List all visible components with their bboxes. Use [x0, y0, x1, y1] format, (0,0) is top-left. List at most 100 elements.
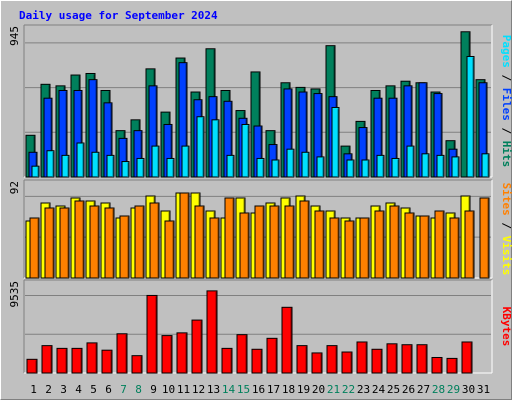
sites-bar — [29, 217, 40, 279]
pages-bar — [466, 55, 475, 178]
pages-bar — [361, 159, 370, 178]
sites-bar — [344, 220, 355, 279]
x-axis-label: 18 — [282, 383, 295, 396]
visits-ymax-label: 92 — [8, 181, 21, 194]
x-axis-label: 9 — [150, 383, 157, 396]
pages-bar — [46, 150, 55, 178]
x-axis-label: 14 — [222, 383, 236, 396]
kbytes-bar — [446, 357, 458, 374]
pages-bar — [166, 157, 175, 178]
hits-files-pages-legend-part-2: Files — [500, 88, 512, 121]
pages-bar — [211, 119, 220, 178]
pages-bar — [61, 154, 70, 178]
sites-bar — [314, 210, 325, 279]
sites-bar — [434, 210, 445, 279]
pages-bar — [301, 151, 310, 178]
kbytes-legend: KBytes — [500, 307, 512, 347]
pages-bar — [421, 153, 430, 178]
x-axis-label: 30 — [462, 383, 475, 396]
x-axis-label: 13 — [207, 383, 220, 396]
pages-bar — [76, 142, 85, 178]
visits-sites-legend-part-0: Sites — [500, 183, 512, 216]
sites-bar — [104, 207, 115, 279]
kbytes-bar — [326, 345, 338, 374]
kbytes-bar — [296, 345, 308, 374]
x-axis-label: 28 — [432, 383, 445, 396]
sites-bar — [74, 200, 85, 279]
x-axis-label: 31 — [477, 383, 490, 396]
x-axis-label: 1 — [30, 383, 37, 396]
hits-ymax-label: 945 — [8, 26, 21, 46]
sites-bar — [149, 202, 160, 279]
x-axis-label: 5 — [90, 383, 97, 396]
pages-bar — [346, 159, 355, 178]
sites-bar — [239, 212, 250, 279]
sites-bar — [224, 197, 235, 279]
kbytes-bar — [191, 319, 203, 374]
kbytes-bar — [131, 355, 143, 374]
sites-bar — [254, 205, 265, 279]
pages-bar — [481, 153, 490, 178]
x-axis-label: 21 — [327, 383, 340, 396]
sites-bar — [194, 205, 205, 279]
sites-bar — [179, 192, 190, 279]
x-axis-label: 8 — [135, 383, 142, 396]
sites-bar — [359, 217, 370, 279]
sites-bar — [449, 217, 460, 279]
sites-bar — [89, 205, 100, 279]
hits-files-pages-legend-part-4: Hits — [500, 141, 512, 168]
pages-bar — [391, 157, 400, 178]
hits-files-pages-legend-part-1: / — [500, 68, 512, 88]
x-axis-label: 17 — [267, 383, 280, 396]
pages-bar — [121, 161, 130, 178]
pages-bar — [376, 154, 385, 178]
kbytes-ymax-label: 9535 — [8, 281, 21, 308]
pages-bar — [436, 154, 445, 178]
pages-bar — [181, 145, 190, 178]
kbytes-bar — [236, 334, 248, 374]
pages-bar — [136, 157, 145, 178]
pages-bar — [286, 148, 295, 178]
kbytes-bar — [86, 342, 98, 374]
page-title: Daily usage for September 2024 — [19, 9, 218, 22]
kbytes-bar — [251, 348, 263, 374]
kbytes-bar — [206, 290, 218, 374]
x-axis-label: 25 — [387, 383, 400, 396]
kbytes-bar — [461, 341, 473, 374]
x-axis-label: 7 — [120, 383, 127, 396]
kbytes-bar — [116, 333, 128, 374]
pages-bar — [31, 165, 40, 178]
kbytes-bar — [41, 345, 53, 374]
x-axis-label: 29 — [447, 383, 460, 396]
x-axis-label: 23 — [357, 383, 370, 396]
x-axis-label: 4 — [75, 383, 82, 396]
kbytes-bar — [401, 344, 413, 374]
kbytes-bar — [71, 347, 83, 374]
visits-sites-legend-part-1: / — [500, 216, 512, 236]
x-axis-label: 22 — [342, 383, 355, 396]
sites-bar — [299, 200, 310, 279]
pages-bar — [151, 145, 160, 178]
visits-sites-legend-part-2: Visits — [500, 236, 512, 276]
sites-bar — [119, 215, 130, 279]
x-axis-label: 3 — [60, 383, 67, 396]
hits-files-pages-legend-part-3: / — [500, 121, 512, 141]
sites-bar — [59, 207, 70, 279]
pages-bar — [91, 151, 100, 178]
x-axis-label: 16 — [252, 383, 265, 396]
sites-bar — [269, 205, 280, 279]
kbytes-bar — [356, 341, 368, 374]
x-axis-label: 2 — [45, 383, 52, 396]
sites-bar — [329, 217, 340, 279]
kbytes-bar — [26, 358, 38, 374]
kbytes-bar — [101, 349, 113, 374]
sites-bar — [164, 220, 175, 279]
pages-bar — [331, 106, 340, 178]
pages-bar — [226, 154, 235, 178]
x-axis-label: 6 — [105, 383, 112, 396]
pages-bar — [256, 157, 265, 178]
hits-files-pages-legend-part-0: Pages — [500, 35, 512, 68]
sites-bar — [209, 217, 220, 279]
x-axis-label: 24 — [372, 383, 386, 396]
